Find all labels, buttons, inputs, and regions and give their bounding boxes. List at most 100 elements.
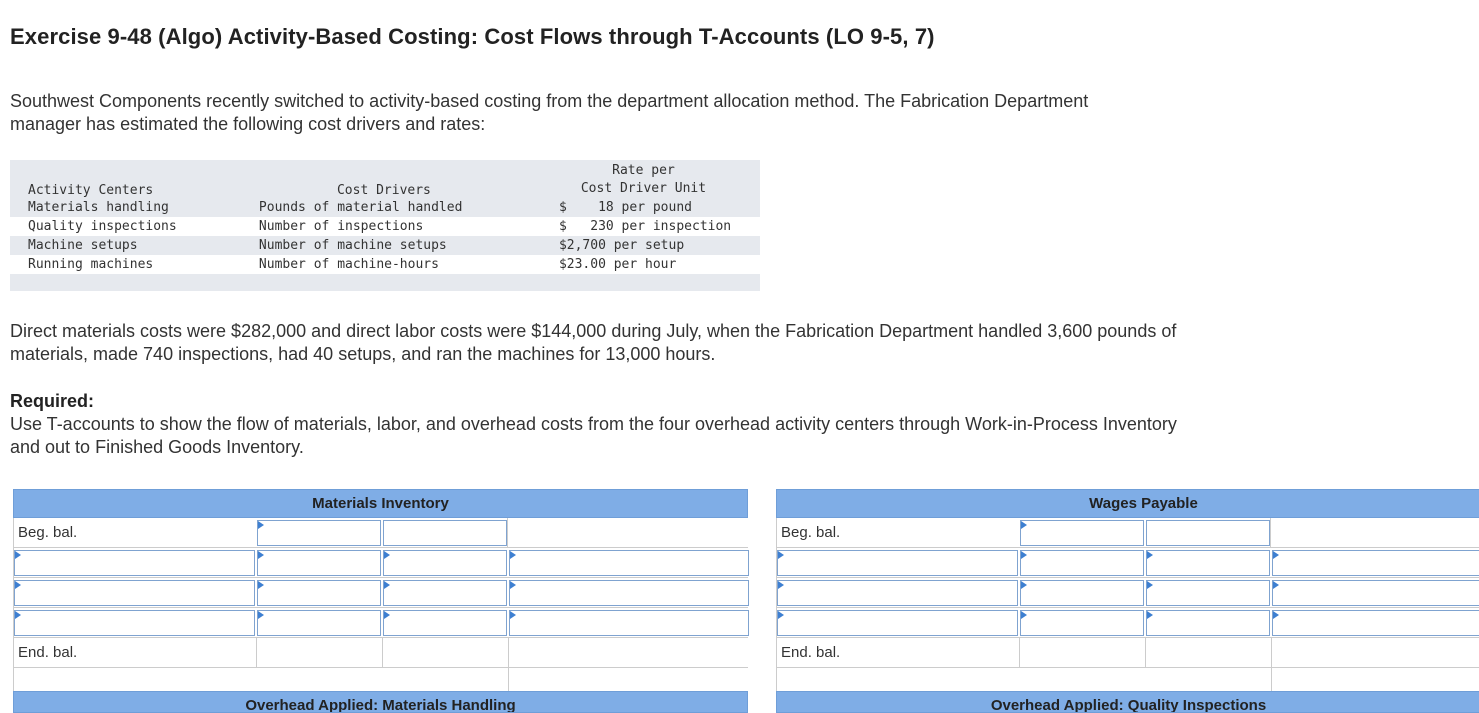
beg-bal-label: Beg. bal. [18, 524, 78, 541]
header-rate: Rate per Cost Driver Unit [527, 160, 760, 198]
driver-cell: Number of inspections [240, 217, 527, 236]
activity-cell: Materials handling [28, 200, 169, 215]
taccount-entry-row [777, 548, 1479, 578]
rate-cell: $23.00 per hour [526, 255, 760, 274]
taccount-wages-payable: Wages Payable Beg. bal. End. bal. [776, 489, 1479, 697]
credit-amount-input[interactable] [509, 580, 749, 606]
taccount-beg-row: Beg. bal. [777, 518, 1479, 548]
input-marker-icon [15, 551, 21, 559]
input-marker-icon [258, 611, 264, 619]
end-bal-label: End. bal. [781, 644, 841, 661]
input-marker-icon [1147, 611, 1153, 619]
driver-cell: Number of machine-hours [240, 255, 527, 274]
credit-amount-input[interactable] [509, 610, 749, 636]
debit-amount-input[interactable] [257, 550, 381, 576]
input-marker-icon [778, 551, 784, 559]
taccount-materials-inventory: Materials Inventory Beg. bal. End. [13, 489, 749, 697]
input-marker-icon [1021, 551, 1027, 559]
credit-label-input[interactable] [1146, 520, 1270, 546]
rate-cell: $ 230 per inspection [526, 217, 760, 236]
end-bal-label: End. bal. [18, 644, 78, 661]
taccount-entry-row [777, 578, 1479, 608]
input-marker-icon [258, 551, 264, 559]
debit-label-input[interactable] [777, 610, 1018, 636]
debit-amount-input[interactable] [257, 580, 381, 606]
input-marker-icon [15, 611, 21, 619]
rate-cell: $ 18 per pound [558, 200, 692, 215]
header-rate-line1: Rate per [612, 163, 675, 178]
debit-label-input[interactable] [777, 550, 1018, 576]
input-marker-icon [1021, 581, 1027, 589]
rate-cell: $2,700 per setup [558, 238, 685, 253]
header-activity-centers: Activity Centers [28, 183, 154, 198]
input-marker-icon [778, 611, 784, 619]
taccount-title: Wages Payable [776, 489, 1479, 518]
credit-amount-input[interactable] [1272, 580, 1479, 606]
credit-label-input[interactable] [383, 550, 507, 576]
debit-label-input[interactable] [14, 610, 255, 636]
credit-label-input[interactable] [383, 520, 507, 546]
activity-cell: Machine setups [28, 238, 138, 253]
taccount-entry-row [777, 608, 1479, 638]
debit-amount-input[interactable] [257, 520, 381, 546]
taccount-beg-row: Beg. bal. [14, 518, 748, 548]
credit-amount-input[interactable] [509, 550, 749, 576]
taccount-end-row: End. bal. [14, 638, 748, 668]
required-section: Required: Use T-accounts to show the flo… [10, 390, 1190, 459]
input-marker-icon [510, 551, 516, 559]
debit-amount-input[interactable] [1020, 550, 1144, 576]
beg-bal-label: Beg. bal. [781, 524, 841, 541]
debit-amount-input[interactable] [1020, 580, 1144, 606]
header-cost-drivers: Cost Drivers [336, 183, 431, 198]
credit-label-input[interactable] [383, 610, 507, 636]
input-marker-icon [510, 581, 516, 589]
credit-label-input[interactable] [1146, 610, 1270, 636]
taccount-entry-row [14, 578, 749, 608]
driver-row: Quality inspections Number of inspection… [10, 217, 760, 236]
taccount-entry-row [14, 608, 749, 638]
input-marker-icon [1273, 581, 1279, 589]
debit-label-input[interactable] [777, 580, 1018, 606]
exercise-title: Exercise 9-48 (Algo) Activity-Based Cost… [10, 24, 935, 49]
credit-label-input[interactable] [1146, 550, 1270, 576]
debit-amount-input[interactable] [257, 610, 381, 636]
activity-cell: Quality inspections [10, 217, 241, 236]
driver-cell: Pounds of material handled [258, 200, 463, 215]
taccount-end-row: End. bal. [777, 638, 1479, 668]
driver-row: Machine setups Number of machine setups … [10, 236, 760, 255]
debit-label-input[interactable] [14, 550, 255, 576]
required-label: Required: [10, 391, 95, 411]
driver-row: Materials handling Pounds of material ha… [10, 198, 760, 217]
taccount-header-next-left: Overhead Applied: Materials Handling [13, 691, 748, 713]
input-marker-icon [510, 611, 516, 619]
activity-cell: Running machines [10, 255, 241, 274]
input-marker-icon [1147, 551, 1153, 559]
input-marker-icon [778, 581, 784, 589]
credit-label-input[interactable] [383, 580, 507, 606]
credit-label-input[interactable] [1146, 580, 1270, 606]
input-marker-icon [258, 581, 264, 589]
taccount-header-next-right: Overhead Applied: Quality Inspections [776, 691, 1479, 713]
input-marker-icon [1273, 611, 1279, 619]
debit-label-input[interactable] [14, 580, 255, 606]
debit-amount-input[interactable] [1020, 610, 1144, 636]
driver-row: Running machines Number of machine-hours… [10, 255, 760, 274]
input-marker-icon [384, 611, 390, 619]
credit-amount-input[interactable] [1272, 610, 1479, 636]
input-marker-icon [384, 581, 390, 589]
input-marker-icon [15, 581, 21, 589]
credit-amount-input[interactable] [1272, 550, 1479, 576]
intro-paragraph: Southwest Components recently switched t… [10, 91, 1089, 134]
direct-costs-paragraph: Direct materials costs were $282,000 and… [10, 321, 1177, 364]
taccount-entry-row [14, 548, 749, 578]
input-marker-icon [1273, 551, 1279, 559]
cost-driver-table: Activity Centers Cost Drivers Rate per C… [10, 160, 760, 291]
required-text: Use T-accounts to show the flow of mater… [10, 414, 1177, 457]
debit-amount-input[interactable] [1020, 520, 1144, 546]
header-rate-line2: Cost Driver Unit [580, 181, 707, 196]
input-marker-icon [1021, 521, 1027, 529]
input-marker-icon [258, 521, 264, 529]
input-marker-icon [1147, 581, 1153, 589]
driver-cell: Number of machine setups [258, 238, 447, 253]
input-marker-icon [384, 551, 390, 559]
